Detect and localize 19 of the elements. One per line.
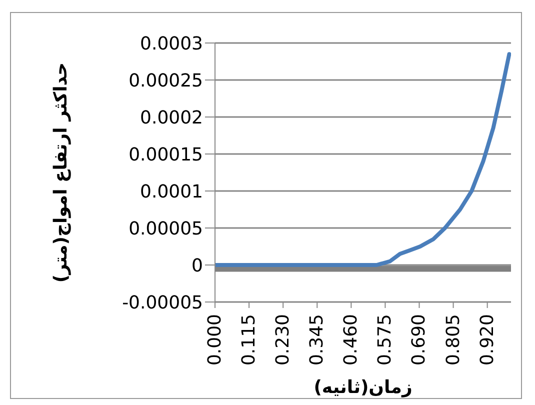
y-tick-label: 0.0002 <box>140 107 203 128</box>
x-tick-label: 0.345 <box>306 314 328 366</box>
x-axis-title: زمان(ثانیه) <box>314 377 412 398</box>
x-tick-label: 0.000 <box>204 314 226 366</box>
y-tick-label: -0.00005 <box>122 292 203 314</box>
x-tick-label: 0.690 <box>408 314 430 366</box>
y-tick-label: 0.0001 <box>140 181 203 202</box>
x-tick-label: 0.920 <box>476 314 498 366</box>
x-tick-label: 0.575 <box>374 314 396 366</box>
y-tick-label: 0.00015 <box>128 144 203 166</box>
y-tick-label: 0.00005 <box>128 218 203 240</box>
x-tick-label: 0.805 <box>442 314 464 366</box>
y-tick-label: 0.00025 <box>128 70 203 92</box>
x-tick-label: 0.230 <box>272 314 294 366</box>
y-tick-label: 0 <box>192 255 203 276</box>
y-axis-title: حداکثر ارتفاع امواج(متر) <box>50 62 72 283</box>
x-tick-label: 0.115 <box>238 314 260 366</box>
y-tick-label: 0.0003 <box>140 33 203 54</box>
x-tick-label: 0.460 <box>340 314 362 366</box>
